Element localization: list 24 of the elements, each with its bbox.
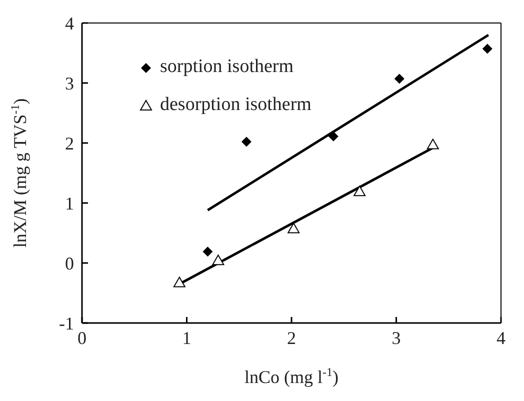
y-tick-label: 4 xyxy=(65,13,74,34)
point xyxy=(354,186,366,196)
point xyxy=(212,254,224,266)
x-tick-label: 3 xyxy=(392,328,401,348)
x-tick-label: 4 xyxy=(496,328,506,348)
point xyxy=(394,74,404,84)
y-tick-label: 1 xyxy=(65,193,74,214)
point xyxy=(288,222,300,234)
point xyxy=(328,131,338,142)
y-tick-label: 3 xyxy=(65,73,74,94)
legend-label: desorption isotherm xyxy=(160,94,312,116)
y-tick-label: 2 xyxy=(65,133,74,154)
point xyxy=(173,276,186,288)
y-tick-label: -1 xyxy=(59,313,74,334)
x-tick-label: 1 xyxy=(182,328,192,348)
y-tick-label: 0 xyxy=(65,253,74,274)
point xyxy=(426,138,439,150)
point xyxy=(482,44,492,54)
x-axis-title: lnCo (mg l$^{-1}$) xyxy=(244,365,339,387)
point xyxy=(202,246,213,257)
x-tick-label: 2 xyxy=(287,328,296,348)
legend-label: sorption isotherm xyxy=(160,56,294,78)
x-tick-label: 0 xyxy=(78,328,86,348)
point xyxy=(241,136,252,147)
